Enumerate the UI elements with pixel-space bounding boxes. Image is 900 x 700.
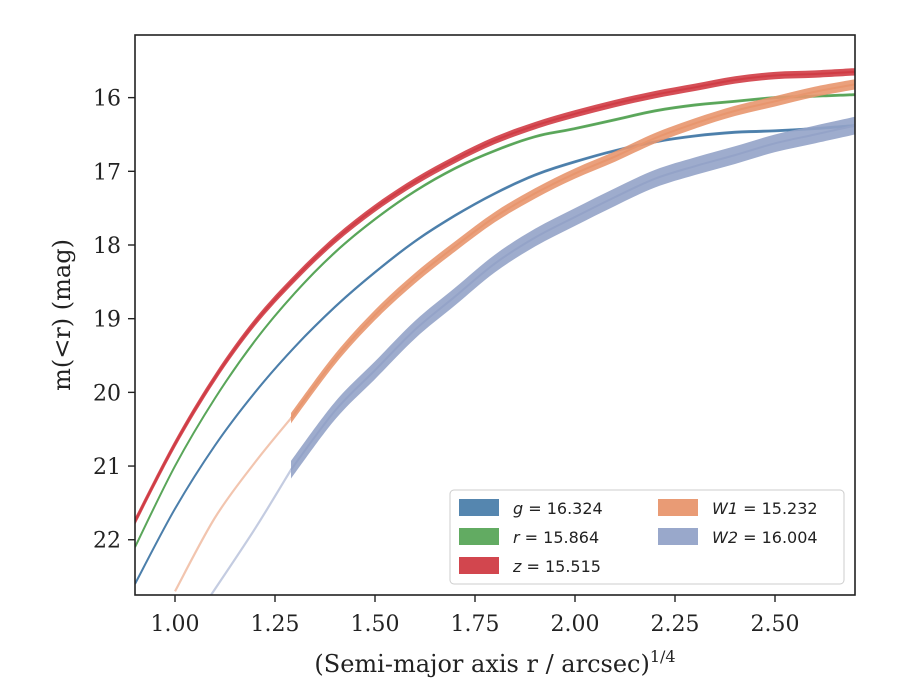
y-axis-label: m(<r) (mag): [48, 239, 76, 391]
series-band: [135, 93, 855, 549]
series-w1: [174, 79, 855, 592]
series-band: [135, 68, 855, 525]
legend-item-w1: W1 = 15.232: [658, 499, 818, 518]
series-w2: [210, 116, 855, 595]
x-axis-label-superscript: 1/4: [650, 647, 676, 666]
legend-label: W1 = 15.232: [712, 499, 818, 518]
series-layer: [135, 68, 855, 595]
legend-swatch: [658, 528, 698, 545]
x-tick-label: 1.50: [351, 612, 400, 637]
series-line: [290, 83, 855, 419]
legend-swatch: [459, 528, 499, 545]
legend-swatch: [459, 557, 499, 574]
series-z: [135, 68, 855, 525]
series-faint-extension: [174, 417, 292, 592]
series-g: [135, 124, 855, 586]
plot-frame: [134, 34, 856, 596]
legend-label: g = 16.324: [513, 499, 603, 518]
x-tick-label: 1.75: [451, 612, 500, 637]
x-tick-label: 2.25: [651, 612, 700, 637]
legend-label: W2 = 16.004: [712, 528, 818, 547]
y-axis: 16 17 18 19 20 21 22: [93, 87, 135, 554]
y-tick-label: 17: [93, 160, 121, 185]
legend-item-z: z = 15.515: [459, 557, 601, 576]
x-tick-label: 1.25: [251, 612, 300, 637]
series-faint-extension: [210, 469, 292, 595]
x-tick-label: 1.00: [151, 612, 200, 637]
x-tick-label: 2.00: [551, 612, 600, 637]
legend-box: [449, 489, 845, 585]
series-line: [135, 93, 855, 548]
legend-label: r = 15.864: [513, 528, 599, 547]
x-axis-label-text: (Semi-major axis r / arcsec): [314, 650, 649, 678]
legend-item-r: r = 15.864: [459, 528, 599, 547]
series-line: [135, 70, 855, 522]
legend-item-w2: W2 = 16.004: [658, 528, 818, 547]
y-tick-label: 21: [93, 455, 121, 480]
series-line: [135, 124, 855, 585]
legend-swatch: [459, 499, 499, 516]
y-tick-label: 20: [93, 381, 121, 406]
y-tick-label: 19: [93, 308, 121, 333]
y-tick-label: 18: [93, 234, 121, 259]
y-tick-label: 22: [93, 529, 121, 554]
series-line: [290, 124, 855, 471]
x-axis: 1.00 1.25 1.50 1.75 2.00 2.25 2.50: [151, 595, 800, 637]
legend-label: z = 15.515: [512, 557, 601, 576]
legend-swatch: [658, 499, 698, 516]
x-axis-label: (Semi-major axis r / arcsec)1/4: [314, 647, 675, 678]
y-tick-label: 16: [93, 87, 121, 112]
legend-item-g: g = 16.324: [459, 499, 603, 518]
legend: g = 16.324 r = 15.864 z = 15.515 W1 = 15.23…: [449, 489, 845, 585]
x-tick-label: 2.50: [751, 612, 800, 637]
series-r: [135, 93, 855, 549]
